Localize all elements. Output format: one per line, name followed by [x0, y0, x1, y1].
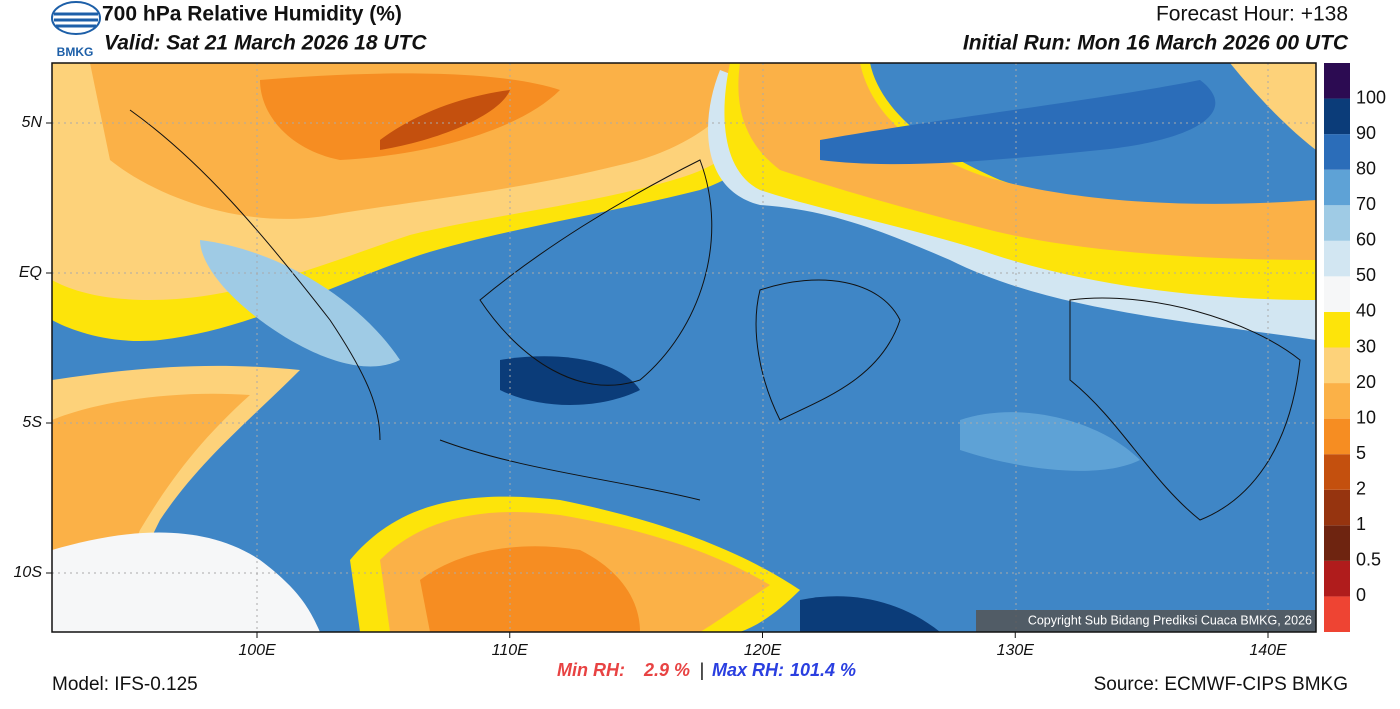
colorbar-label: 80	[1356, 158, 1376, 178]
max-value: 101.4 %	[790, 660, 856, 680]
colorbar-swatch	[1324, 134, 1350, 170]
colorbar-swatch	[1324, 311, 1350, 348]
min-label: Min RH:	[557, 660, 625, 680]
separator: |	[700, 660, 705, 680]
colorbar-label: 10	[1356, 407, 1376, 427]
colorbar-label: 20	[1356, 372, 1376, 392]
colorbar-label: 5	[1356, 443, 1366, 463]
colorbar-swatch	[1324, 98, 1350, 135]
colorbar-label: 50	[1356, 265, 1376, 285]
lat-label: 5N	[22, 114, 43, 131]
colorbar-label: 0	[1356, 585, 1366, 605]
logo: BMKG	[51, 1, 101, 59]
lon-label: 140E	[1249, 642, 1287, 659]
colorbar-label: 70	[1356, 194, 1376, 214]
initial-run: Initial Run: Mon 16 March 2026 00 UTC	[963, 32, 1349, 55]
colorbar-swatch	[1324, 418, 1350, 455]
colorbar-label: 30	[1356, 336, 1376, 356]
colorbar-swatch	[1324, 596, 1350, 632]
colorbar-swatch	[1324, 63, 1350, 99]
colorbar: 0 0.5 1 2 5 10 20 30 40 50 60 70 80 90 100	[1324, 63, 1386, 632]
title: 700 hPa Relative Humidity (%)	[102, 3, 402, 26]
colorbar-label: 40	[1356, 301, 1376, 321]
min-value: 2.9 %	[643, 660, 690, 680]
colorbar-label: 100	[1356, 87, 1386, 107]
colorbar-label: 90	[1356, 123, 1376, 143]
colorbar-swatch	[1324, 169, 1350, 206]
colorbar-swatch	[1324, 240, 1350, 277]
colorbar-label: 0.5	[1356, 550, 1381, 570]
source: Source: ECMWF-CIPS BMKG	[1094, 674, 1348, 695]
model: Model: IFS-0.125	[52, 674, 198, 695]
colorbar-swatch	[1324, 383, 1350, 419]
colorbar-swatch	[1324, 205, 1350, 241]
max-label: Max RH:	[712, 660, 784, 680]
map-field: Copyright Sub Bidang Prediksi Cuaca BMKG…	[52, 63, 1316, 632]
lon-label: 120E	[744, 642, 782, 659]
colorbar-label: 2	[1356, 479, 1366, 499]
lon-label: 110E	[492, 642, 529, 659]
colorbar-swatch	[1324, 347, 1350, 384]
colorbar-swatch	[1324, 454, 1350, 490]
colorbar-swatch	[1324, 489, 1350, 526]
axis-ticks: 5N EQ 5S 10S 100E 110E 120E 130E 140E	[14, 114, 1287, 659]
colorbar-label: 1	[1356, 514, 1366, 534]
colorbar-swatch	[1324, 560, 1350, 597]
map-frame	[51, 62, 1317, 633]
logo-text: BMKG	[57, 45, 94, 59]
lon-label: 100E	[238, 642, 276, 659]
valid-time: Valid: Sat 21 March 2026 18 UTC	[104, 32, 427, 55]
lat-label: 5S	[22, 414, 42, 431]
grid	[52, 63, 1316, 632]
colorbar-label: 60	[1356, 230, 1376, 250]
colorbar-swatch	[1324, 525, 1350, 561]
colorbar-swatch	[1324, 276, 1350, 312]
lat-label: EQ	[19, 264, 42, 281]
lat-label: 10S	[14, 564, 43, 581]
copyright: Copyright Sub Bidang Prediksi Cuaca BMKG…	[1028, 613, 1312, 627]
forecast-hour: Forecast Hour: +138	[1156, 3, 1348, 26]
lon-label: 130E	[997, 642, 1035, 659]
